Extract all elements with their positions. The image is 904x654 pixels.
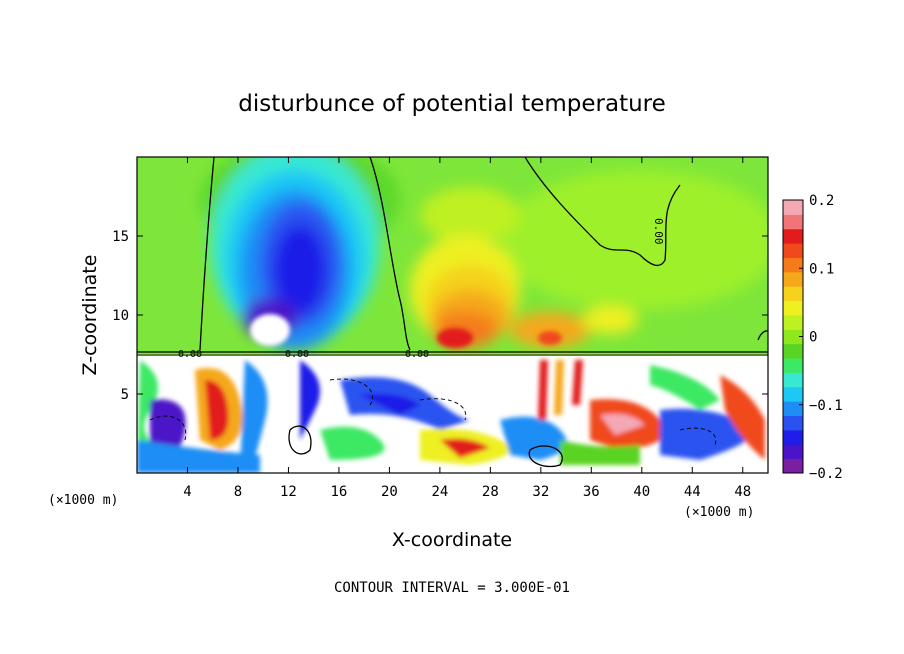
x-tick-label: 16	[330, 484, 347, 500]
colorbar-swatch	[783, 314, 803, 330]
colorbar-swatch	[783, 200, 803, 215]
chart-title: disturbunce of potential temperature	[238, 91, 666, 117]
contour-label: 0.00	[405, 349, 429, 360]
x-tick-label: 48	[734, 484, 751, 500]
y-tick-label: 5	[121, 387, 129, 403]
heatmap-field	[137, 157, 768, 473]
colorbar-swatch	[783, 243, 803, 258]
colorbar-tick-label: 0.1	[809, 261, 834, 277]
colorbar: 0.2 0.1 0 −0.1 −0.2	[782, 193, 843, 482]
colorbar-swatch	[783, 386, 803, 402]
x-tick-label: 40	[633, 484, 650, 500]
x-tick-label: 32	[532, 484, 549, 500]
x-tick-label: 44	[684, 484, 701, 500]
colorbar-swatch	[783, 458, 803, 474]
x-tick-label: 20	[381, 484, 398, 500]
contour-label: 0.00	[285, 349, 309, 360]
colorbar-swatch	[783, 444, 803, 460]
y-axis: 5 10 15	[112, 229, 768, 403]
x-unit-left: (×1000 m)	[48, 493, 118, 508]
colorbar-swatch	[783, 429, 803, 445]
y-tick-label: 10	[112, 308, 129, 324]
colorbar-tick-label: −0.2	[809, 466, 843, 482]
x-axis-label: X-coordinate	[392, 529, 512, 551]
y-axis-label: Z-coordinate	[79, 255, 101, 376]
colorbar-swatch	[783, 300, 803, 316]
contour-interval-note: CONTOUR INTERVAL = 3.000E-01	[334, 580, 570, 596]
x-tick-label: 12	[280, 484, 297, 500]
x-tick-label: 36	[583, 484, 600, 500]
colorbar-tick-label: 0.2	[809, 193, 834, 209]
y-tick-label: 15	[112, 229, 129, 245]
colorbar-swatch	[783, 415, 803, 431]
colorbar-swatch	[783, 228, 803, 244]
colorbar-swatch	[783, 358, 803, 373]
x-tick-label: 4	[183, 484, 191, 500]
colorbar-swatch	[783, 271, 803, 287]
contour-label: 0.00	[652, 218, 665, 245]
colorbar-swatch	[783, 372, 803, 388]
colorbar-swatch	[783, 257, 803, 273]
colorbar-swatch	[783, 401, 803, 417]
x-tick-label: 28	[482, 484, 499, 500]
colorbar-swatch	[783, 329, 803, 345]
colorbar-tick-label: −0.1	[809, 398, 843, 414]
x-tick-label: 8	[234, 484, 242, 500]
x-unit-right: (×1000 m)	[684, 505, 754, 520]
contour-label: 0.00	[178, 349, 202, 360]
colorbar-swatch	[783, 343, 803, 359]
colorbar-swatch	[783, 214, 803, 230]
x-axis: 4 8 12 16 20 24 28 32 36 40 44 48	[183, 157, 751, 500]
contour-lines	[137, 157, 768, 468]
colorbar-tick-label: 0	[809, 330, 817, 346]
x-tick-label: 24	[431, 484, 448, 500]
colorbar-swatch	[783, 286, 803, 302]
